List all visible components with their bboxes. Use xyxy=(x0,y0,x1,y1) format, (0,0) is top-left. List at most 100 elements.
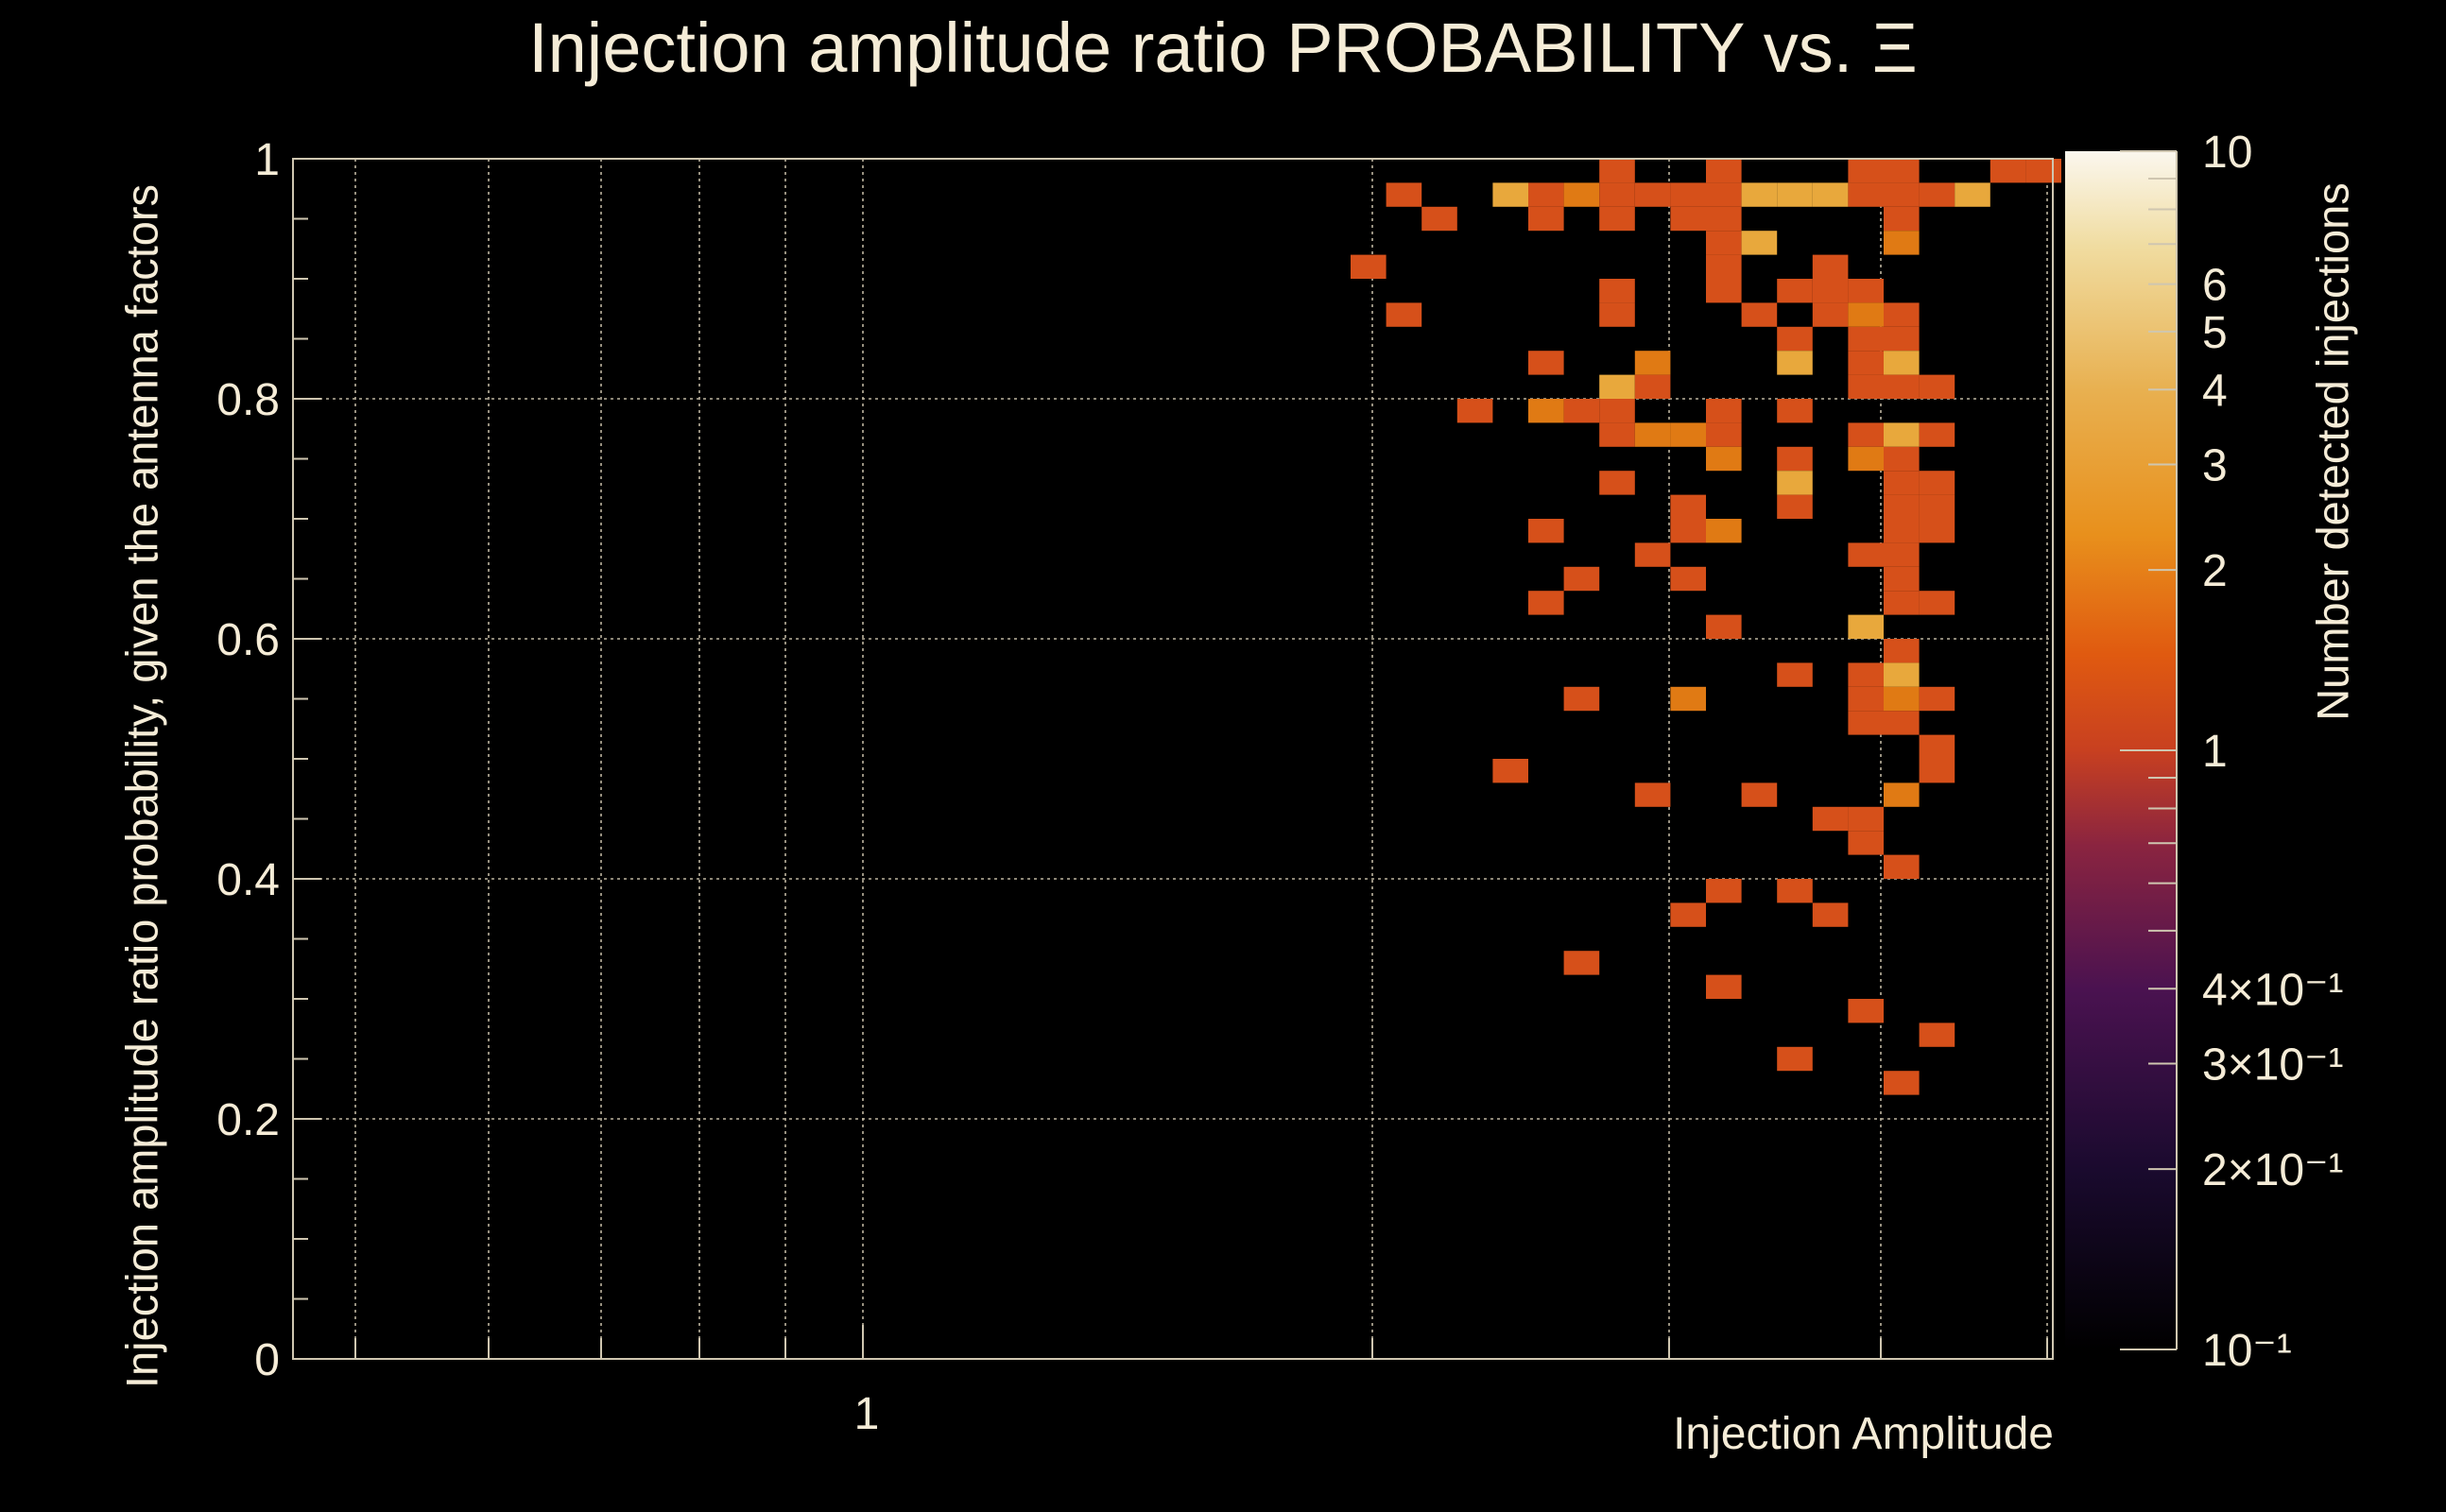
heatmap-cell xyxy=(1812,302,1849,327)
heatmap-cell xyxy=(1777,446,1813,472)
heatmap-cell xyxy=(1670,206,1706,232)
heatmap-cell xyxy=(1884,686,1920,712)
heatmap-cell xyxy=(1848,302,1884,327)
heatmap-cell xyxy=(1706,231,1742,255)
heatmap-cell xyxy=(1884,159,1920,183)
colorbar-tick-label: 10⁻¹ xyxy=(2202,1326,2292,1376)
heatmap-cell xyxy=(1563,566,1600,592)
heatmap-cell xyxy=(1599,182,1635,207)
y-axis-label: Injection amplitude ratio probability, g… xyxy=(116,183,167,1389)
heatmap-cell xyxy=(1848,831,1884,855)
heatmap-cell xyxy=(1706,614,1742,639)
heatmap-cell xyxy=(1919,494,1955,519)
heatmap-cell xyxy=(1919,374,1955,399)
colorbar-tick-label: 3×10⁻¹ xyxy=(2202,1040,2343,1091)
colorbar-tick-label: 4 xyxy=(2202,366,2228,416)
heatmap-cell xyxy=(1706,206,1742,232)
heatmap-cell xyxy=(1528,206,1564,232)
heatmap-cell xyxy=(1421,206,1457,232)
heatmap-cell xyxy=(1884,639,1920,663)
heatmap-cell xyxy=(1456,399,1493,423)
heatmap-cell xyxy=(1741,182,1778,207)
heatmap-cell xyxy=(1884,854,1920,879)
heatmap-cell xyxy=(1848,686,1884,712)
heatmap-cell xyxy=(1706,879,1742,903)
heatmap-cell xyxy=(1848,806,1884,832)
axes: 0 0.2 0.4 0.6 0.8 1 1 xyxy=(216,135,2048,1439)
heatmap-cell xyxy=(1884,566,1920,592)
colorbar-tick-label: 2 xyxy=(2202,546,2228,596)
heatmap-cell xyxy=(1528,591,1564,615)
heatmap-cell xyxy=(1848,614,1884,639)
y-tick-label: 0.4 xyxy=(216,855,280,905)
heatmap-cell xyxy=(1670,519,1706,543)
heatmap-cell xyxy=(1884,662,1920,687)
heatmap-cell xyxy=(1670,182,1706,207)
colorbar-tick-label: 10 xyxy=(2202,128,2252,178)
heatmap-cell xyxy=(1670,686,1706,712)
heatmap-cell xyxy=(1812,182,1849,207)
heatmap-cell xyxy=(1884,519,1920,543)
heatmap-cell xyxy=(1990,159,2026,183)
heatmap-cell xyxy=(1812,902,1849,927)
heatmap-cell xyxy=(1777,879,1813,903)
heatmap-cell xyxy=(1884,374,1920,399)
heatmap-cell xyxy=(1741,782,1778,807)
heatmap-cell xyxy=(1919,471,1955,495)
heatmap-cell xyxy=(1634,182,1671,207)
colorbar-axis: 10 65 4 3 2 1 4×10⁻¹ 3×10⁻¹ 2×10⁻¹ 10⁻¹ xyxy=(2120,128,2343,1376)
heatmap-cells xyxy=(1351,159,2133,1095)
heatmap-cell xyxy=(1848,446,1884,472)
heatmap-cell xyxy=(1528,182,1564,207)
heatmap-cell xyxy=(1777,662,1813,687)
y-tick-label: 0 xyxy=(254,1335,280,1385)
heatmap-cell xyxy=(1777,182,1813,207)
heatmap-cell xyxy=(1706,182,1742,207)
heatmap-cell xyxy=(1884,494,1920,519)
heatmap-cell xyxy=(1848,326,1884,352)
heatmap-cell xyxy=(1599,399,1635,423)
heatmap-cell xyxy=(1706,279,1742,303)
heatmap-cell xyxy=(1599,374,1635,399)
heatmap-cell xyxy=(1706,422,1742,447)
heatmap-cell xyxy=(1706,399,1742,423)
heatmap-cell xyxy=(1351,254,1387,279)
chart-title: Injection amplitude ratio PROBABILITY vs… xyxy=(528,9,1918,87)
colorbar-tick-label: 3 xyxy=(2202,441,2228,491)
heatmap-cell xyxy=(1812,279,1849,303)
heatmap-cell xyxy=(1777,471,1813,495)
heatmap-cell xyxy=(1634,542,1671,567)
heatmap-cell xyxy=(1884,471,1920,495)
y-tick-label: 1 xyxy=(254,135,280,185)
heatmap-cell xyxy=(1492,759,1528,783)
heatmap-cell xyxy=(1848,182,1884,207)
heatmap-cell xyxy=(1777,1046,1813,1072)
heatmap-cell xyxy=(1884,542,1920,567)
heatmap-cell xyxy=(1884,231,1920,255)
heatmap-cell xyxy=(1884,446,1920,472)
heatmap-cell xyxy=(1741,231,1778,255)
heatmap-cell xyxy=(1634,374,1671,399)
heatmap-cell xyxy=(1848,374,1884,399)
colorbar-label: Number detected injections xyxy=(2307,182,2358,721)
heatmap-cell xyxy=(1670,494,1706,519)
heatmap-cell xyxy=(1919,1022,1955,1047)
heatmap-cell xyxy=(1777,279,1813,303)
heatmap-cell xyxy=(1884,422,1920,447)
heatmap-cell xyxy=(1706,974,1742,999)
heatmap-cell xyxy=(1528,519,1564,543)
heatmap-cell xyxy=(1599,159,1635,183)
heatmap-cell xyxy=(1777,399,1813,423)
colorbar-tick-label: 2×10⁻¹ xyxy=(2202,1145,2343,1195)
heatmap-cell xyxy=(1919,182,1955,207)
heatmap-cell xyxy=(1706,159,1742,183)
heatmap-cell xyxy=(1670,902,1706,927)
x-tick-label: 1 xyxy=(854,1389,880,1439)
heatmap-cell xyxy=(1884,182,1920,207)
heatmap-cell xyxy=(1884,1071,1920,1095)
heatmap-cell xyxy=(1599,302,1635,327)
y-tick-label: 0.8 xyxy=(216,375,280,425)
heatmap-cell xyxy=(1777,326,1813,352)
heatmap-cell xyxy=(1386,182,1422,207)
heatmap-cell xyxy=(1848,999,1884,1023)
